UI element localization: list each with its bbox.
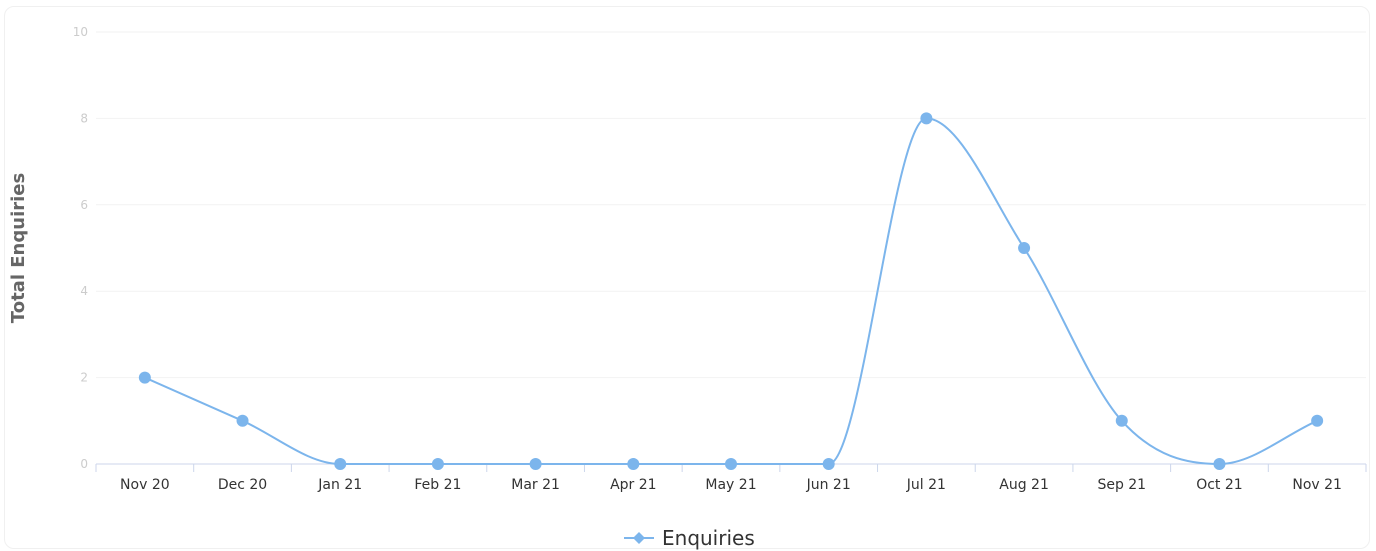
data-point[interactable] xyxy=(920,112,933,125)
y-axis-title: Total Enquiries xyxy=(8,173,29,323)
x-tick-label: Sep 21 xyxy=(1097,477,1146,493)
x-tick-label: Mar 21 xyxy=(511,477,560,493)
x-tick-label: Dec 20 xyxy=(218,477,267,493)
x-tick-label: Oct 21 xyxy=(1196,477,1242,493)
data-point[interactable] xyxy=(725,458,737,470)
legend[interactable]: Enquiries xyxy=(624,526,755,550)
chart-card xyxy=(4,6,1370,549)
x-tick-label: Apr 21 xyxy=(610,477,656,493)
y-axis-ticks: 0 2 4 6 8 10 xyxy=(73,25,88,471)
x-tick-label: Feb 21 xyxy=(414,477,461,493)
y-tick-label: 4 xyxy=(80,284,88,298)
x-tick-label: Nov 20 xyxy=(120,477,170,493)
y-tick-label: 0 xyxy=(80,457,88,471)
y-tick-label: 8 xyxy=(80,111,88,125)
data-point[interactable] xyxy=(1311,414,1324,427)
grid-lines xyxy=(96,31,1366,379)
data-point[interactable] xyxy=(822,458,835,470)
data-point[interactable] xyxy=(431,458,444,470)
x-tick-label: Jan 21 xyxy=(317,477,362,493)
y-tick-label: 6 xyxy=(80,198,88,212)
legend-label-enquiries: Enquiries xyxy=(662,526,755,550)
data-point[interactable] xyxy=(1213,458,1226,470)
legend-marker xyxy=(633,532,645,544)
data-point[interactable] xyxy=(236,414,249,427)
data-point[interactable] xyxy=(138,371,151,384)
data-point[interactable] xyxy=(1018,242,1031,254)
series-line-enquiries xyxy=(144,117,1318,466)
data-point[interactable] xyxy=(627,458,640,470)
y-tick-label: 10 xyxy=(73,25,88,39)
series-points xyxy=(138,112,1324,470)
data-point[interactable] xyxy=(1115,414,1128,427)
x-tick-label: Jun 21 xyxy=(806,477,851,493)
x-tick-label: Aug 21 xyxy=(999,477,1049,493)
x-tick-label: Jul 21 xyxy=(906,477,946,493)
y-tick-label: 2 xyxy=(80,371,88,385)
data-point[interactable] xyxy=(334,458,347,470)
x-axis-ticks: Nov 20 Dec 20 Jan 21 Feb 21 Mar 21 Apr 21 May … xyxy=(95,464,1367,493)
x-tick-label: May 21 xyxy=(705,477,756,493)
data-point[interactable] xyxy=(529,458,542,470)
x-tick-label: Nov 21 xyxy=(1292,477,1342,493)
